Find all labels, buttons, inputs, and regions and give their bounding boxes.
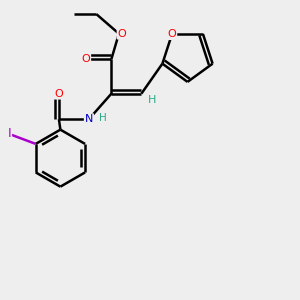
Text: O: O: [55, 89, 63, 99]
Text: H: H: [99, 113, 107, 123]
Text: O: O: [82, 54, 90, 64]
Text: H: H: [148, 95, 156, 105]
Text: I: I: [8, 127, 11, 140]
Text: O: O: [168, 29, 176, 39]
Text: N: N: [85, 114, 93, 124]
Text: O: O: [118, 29, 126, 39]
